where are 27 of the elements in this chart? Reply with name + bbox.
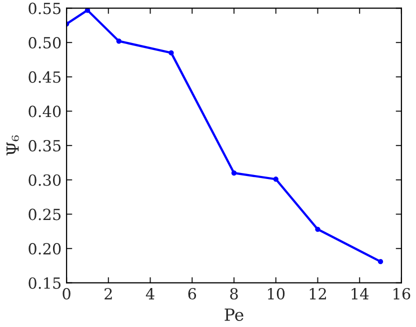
y-tick-label: 0.45 [28,71,61,83]
point [273,176,278,182]
point [116,38,122,44]
x-tick-label: 12 [310,288,326,300]
y-tick-label: 0.25 [28,208,61,220]
y-tick-label: 0.15 [28,277,61,289]
point [84,8,90,13]
x-tick-label: 0 [62,288,70,300]
point [315,226,320,232]
y-tick-label: 0.40 [28,106,61,118]
y-axis-title: Ψ₆ [6,135,19,156]
y-tick-label: 0.20 [28,242,61,255]
x-axis-title: Pe [224,308,244,321]
y-tick-label: 0.30 [28,174,61,186]
x-tick-label: 8 [230,288,238,300]
y-tick-label: 0.50 [28,36,61,49]
x-tick-label: 6 [188,288,196,300]
x-tick-label: 2 [104,288,112,300]
point [168,50,174,56]
x-tick-label: 16 [394,288,410,300]
x-tick-label: 4 [146,288,154,300]
y-tick-label: 0.35 [28,140,61,152]
point [378,258,384,264]
x-tick-label: 10 [268,288,285,300]
y-tick-label: 0.55 [28,2,61,14]
x-tick-label: 14 [352,288,369,300]
point [231,170,237,176]
